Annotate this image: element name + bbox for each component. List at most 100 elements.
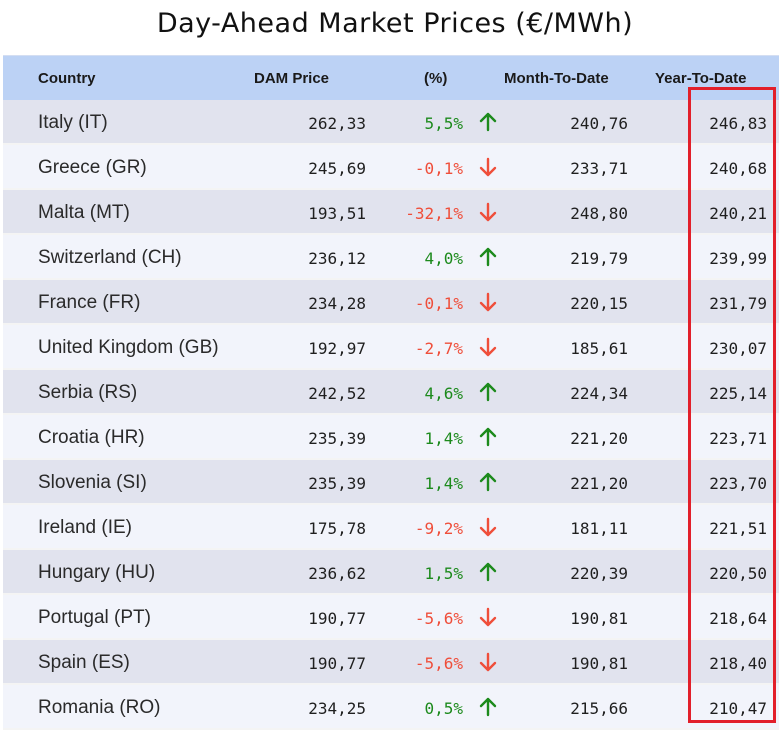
dam-price-cell: 192,97 bbox=[308, 339, 366, 358]
country-cell: Romania (RO) bbox=[38, 697, 161, 718]
arrow-down-icon bbox=[477, 201, 499, 223]
percent-change-cell: 4,0% bbox=[424, 249, 463, 268]
month-to-date-cell: 233,71 bbox=[570, 159, 628, 178]
month-to-date-cell: 240,76 bbox=[570, 114, 628, 133]
table-row[interactable]: Portugal (PT) 190,77 -5,6% 190,81 218,64 bbox=[3, 595, 779, 640]
month-to-date-cell: 224,34 bbox=[570, 384, 628, 403]
prices-table: Country DAM Price (%) Month-To-Date Year… bbox=[3, 55, 779, 730]
table-row[interactable]: Slovenia (SI) 235,39 1,4% 221,20 223,70 bbox=[3, 460, 779, 505]
column-header-month-to-date[interactable]: Month-To-Date bbox=[504, 70, 609, 87]
dam-price-cell: 193,51 bbox=[308, 204, 366, 223]
table-row[interactable]: Croatia (HR) 235,39 1,4% 221,20 223,71 bbox=[3, 415, 779, 460]
month-to-date-cell: 185,61 bbox=[570, 339, 628, 358]
country-cell: Greece (GR) bbox=[38, 157, 147, 178]
table-body: Italy (IT) 262,33 5,5% 240,76 246,83 Greece (… bbox=[3, 100, 779, 730]
percent-change-cell: -32,1% bbox=[405, 204, 463, 223]
country-cell: Serbia (RS) bbox=[38, 382, 138, 403]
arrow-up-icon bbox=[477, 696, 499, 718]
country-cell: Croatia (HR) bbox=[38, 427, 145, 448]
year-to-date-cell: 210,47 bbox=[709, 699, 767, 718]
month-to-date-cell: 215,66 bbox=[570, 699, 628, 718]
month-to-date-cell: 248,80 bbox=[570, 204, 628, 223]
country-cell: Italy (IT) bbox=[38, 112, 108, 133]
percent-change-cell: 4,6% bbox=[424, 384, 463, 403]
table-row[interactable]: Switzerland (CH) 236,12 4,0% 219,79 239,99 bbox=[3, 235, 779, 280]
table-row[interactable]: Italy (IT) 262,33 5,5% 240,76 246,83 bbox=[3, 100, 779, 145]
table-row[interactable]: Romania (RO) 234,25 0,5% 215,66 210,47 bbox=[3, 685, 779, 730]
month-to-date-cell: 221,20 bbox=[570, 429, 628, 448]
arrow-up-icon bbox=[477, 561, 499, 583]
year-to-date-cell: 223,70 bbox=[709, 474, 767, 493]
percent-change-cell: -5,6% bbox=[414, 609, 463, 628]
percent-change-cell: -0,1% bbox=[414, 294, 463, 313]
dam-price-cell: 236,12 bbox=[308, 249, 366, 268]
year-to-date-cell: 218,40 bbox=[709, 654, 767, 673]
percent-change-cell: -0,1% bbox=[414, 159, 463, 178]
year-to-date-cell: 246,83 bbox=[709, 114, 767, 133]
arrow-up-icon bbox=[477, 111, 499, 133]
table-row[interactable]: United Kingdom (GB) 192,97 -2,7% 185,61 230,… bbox=[3, 325, 779, 370]
table-row[interactable]: Serbia (RS) 242,52 4,6% 224,34 225,14 bbox=[3, 370, 779, 415]
country-cell: Portugal (PT) bbox=[38, 607, 151, 628]
dam-price-cell: 245,69 bbox=[308, 159, 366, 178]
arrow-down-icon bbox=[477, 336, 499, 358]
year-to-date-cell: 230,07 bbox=[709, 339, 767, 358]
arrow-down-icon bbox=[477, 516, 499, 538]
country-cell: Switzerland (CH) bbox=[38, 247, 182, 268]
table-row[interactable]: Ireland (IE) 175,78 -9,2% 181,11 221,51 bbox=[3, 505, 779, 550]
country-cell: United Kingdom (GB) bbox=[38, 337, 219, 358]
dam-price-cell: 235,39 bbox=[308, 474, 366, 493]
year-to-date-cell: 240,21 bbox=[709, 204, 767, 223]
country-cell: France (FR) bbox=[38, 292, 141, 313]
percent-change-cell: -9,2% bbox=[414, 519, 463, 538]
country-cell: Hungary (HU) bbox=[38, 562, 156, 583]
arrow-down-icon bbox=[477, 606, 499, 628]
percent-change-cell: -2,7% bbox=[414, 339, 463, 358]
year-to-date-cell: 231,79 bbox=[709, 294, 767, 313]
year-to-date-cell: 240,68 bbox=[709, 159, 767, 178]
table-row[interactable]: Greece (GR) 245,69 -0,1% 233,71 240,68 bbox=[3, 145, 779, 190]
table-row[interactable]: Hungary (HU) 236,62 1,5% 220,39 220,50 bbox=[3, 550, 779, 595]
arrow-down-icon bbox=[477, 156, 499, 178]
column-header-country[interactable]: Country bbox=[38, 70, 96, 87]
dam-price-cell: 236,62 bbox=[308, 564, 366, 583]
dam-price-cell: 262,33 bbox=[308, 114, 366, 133]
country-cell: Slovenia (SI) bbox=[38, 472, 147, 493]
page-title: Day-Ahead Market Prices (€/MWh) bbox=[156, 8, 634, 39]
year-to-date-cell: 223,71 bbox=[709, 429, 767, 448]
percent-change-cell: 1,4% bbox=[424, 429, 463, 448]
month-to-date-cell: 220,15 bbox=[570, 294, 628, 313]
year-to-date-cell: 220,50 bbox=[709, 564, 767, 583]
year-to-date-cell: 221,51 bbox=[709, 519, 767, 538]
dam-price-cell: 175,78 bbox=[308, 519, 366, 538]
arrow-up-icon bbox=[477, 426, 499, 448]
arrow-up-icon bbox=[477, 471, 499, 493]
month-to-date-cell: 181,11 bbox=[570, 519, 628, 538]
column-header-year-to-date[interactable]: Year-To-Date bbox=[655, 70, 747, 87]
percent-change-cell: 5,5% bbox=[424, 114, 463, 133]
percent-change-cell: 1,4% bbox=[424, 474, 463, 493]
arrow-down-icon bbox=[477, 291, 499, 313]
arrow-down-icon bbox=[477, 651, 499, 673]
country-cell: Malta (MT) bbox=[38, 202, 130, 223]
arrow-up-icon bbox=[477, 246, 499, 268]
table-row[interactable]: France (FR) 234,28 -0,1% 220,15 231,79 bbox=[3, 280, 779, 325]
month-to-date-cell: 190,81 bbox=[570, 609, 628, 628]
column-header-dam-price[interactable]: DAM Price bbox=[254, 70, 330, 87]
dam-price-cell: 234,28 bbox=[308, 294, 366, 313]
table-header: Country DAM Price (%) Month-To-Date Year… bbox=[3, 55, 779, 100]
dam-price-cell: 234,25 bbox=[308, 699, 366, 718]
table-row[interactable]: Spain (ES) 190,77 -5,6% 190,81 218,40 bbox=[3, 640, 779, 685]
country-cell: Ireland (IE) bbox=[38, 517, 132, 538]
month-to-date-cell: 219,79 bbox=[570, 249, 628, 268]
percent-change-cell: -5,6% bbox=[414, 654, 463, 673]
percent-change-cell: 0,5% bbox=[424, 699, 463, 718]
month-to-date-cell: 220,39 bbox=[570, 564, 628, 583]
dam-price-cell: 190,77 bbox=[308, 609, 366, 628]
dam-price-cell: 190,77 bbox=[308, 654, 366, 673]
column-header-percent[interactable]: (%) bbox=[424, 70, 448, 87]
percent-change-cell: 1,5% bbox=[424, 564, 463, 583]
country-cell: Spain (ES) bbox=[38, 652, 130, 673]
month-to-date-cell: 190,81 bbox=[570, 654, 628, 673]
table-row[interactable]: Malta (MT) 193,51 -32,1% 248,80 240,21 bbox=[3, 190, 779, 235]
